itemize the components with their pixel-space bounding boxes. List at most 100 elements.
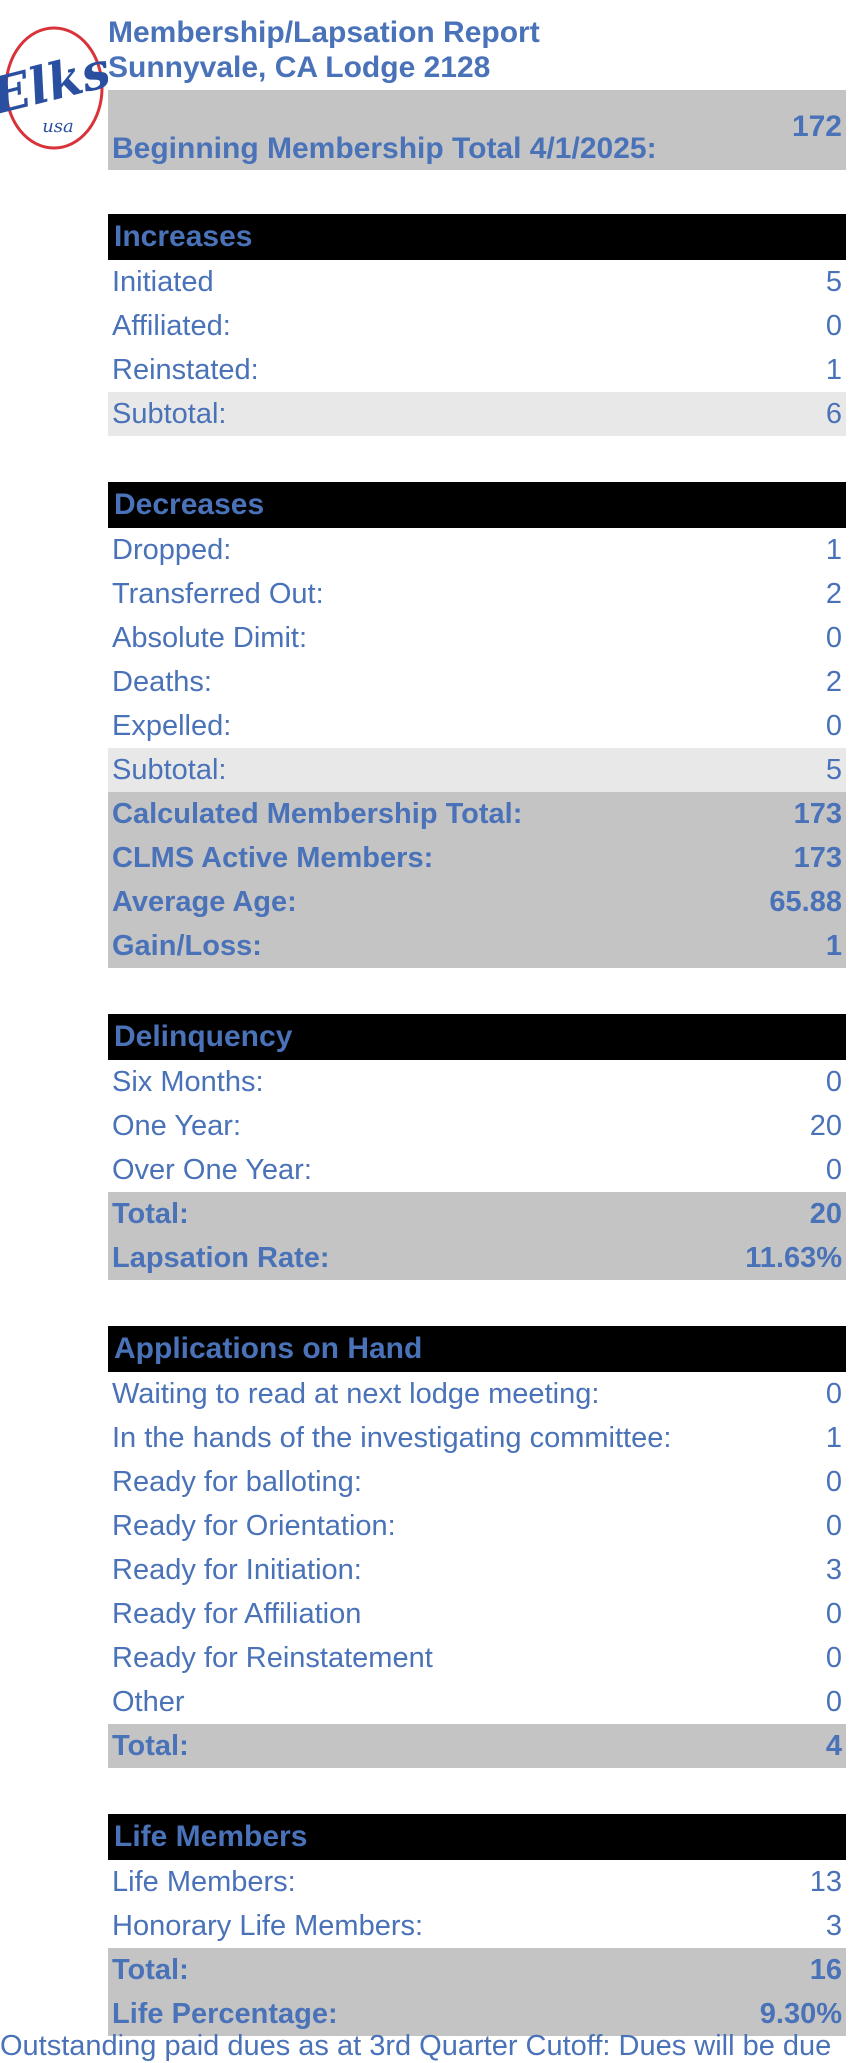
beginning-membership-box: Beginning Membership Total 4/1/2025: 172 <box>108 90 846 170</box>
row-label: Average Age: <box>112 886 297 918</box>
row-label: Other <box>112 1686 185 1718</box>
row-label: Over One Year: <box>112 1154 312 1186</box>
row-value: 0 <box>825 1686 842 1718</box>
row-value: 1 <box>825 534 842 566</box>
summary-row: Total: 20 <box>108 1192 846 1236</box>
table-row: Ready for Initiation: 3 <box>108 1548 846 1592</box>
row-label: Deaths: <box>112 666 212 698</box>
table-row: Dropped: 1 <box>108 528 846 572</box>
row-label: Six Months: <box>112 1066 264 1098</box>
row-value: 9.30% <box>759 1998 842 2030</box>
table-row: Ready for Reinstatement 0 <box>108 1636 846 1680</box>
row-value: 0 <box>825 310 842 342</box>
row-label: Absolute Dimit: <box>112 622 308 654</box>
row-label: Total: <box>112 1954 189 1986</box>
beginning-membership-label: Beginning Membership Total 4/1/2025: <box>112 132 657 165</box>
row-label: Life Members: <box>112 1866 296 1898</box>
row-label: Reinstated: <box>112 354 259 386</box>
row-value: 4 <box>825 1730 842 1762</box>
increases-header: Increases <box>108 214 846 260</box>
table-row: Six Months: 0 <box>108 1060 846 1104</box>
decreases-header: Decreases <box>108 482 846 528</box>
row-value: 20 <box>809 1110 842 1142</box>
row-value: 2 <box>825 666 842 698</box>
subtotal-row: Subtotal: 6 <box>108 392 846 436</box>
table-row: Affiliated: 0 <box>108 304 846 348</box>
row-label: Gain/Loss: <box>112 930 262 962</box>
row-label: Affiliated: <box>112 310 231 342</box>
row-value: 0 <box>825 622 842 654</box>
summary-row: CLMS Active Members: 173 <box>108 836 846 880</box>
row-label: Ready for Affiliation <box>112 1598 362 1630</box>
summary-row: Calculated Membership Total: 173 <box>108 792 846 836</box>
row-label: Expelled: <box>112 710 232 742</box>
table-row: Initiated 5 <box>108 260 846 304</box>
summary-row: Gain/Loss: 1 <box>108 924 846 968</box>
row-value: 16 <box>809 1954 842 1986</box>
row-value: 1 <box>825 930 842 962</box>
row-label: Ready for balloting: <box>112 1466 362 1498</box>
subtotal-row: Subtotal: 5 <box>108 748 846 792</box>
table-row: In the hands of the investigating commit… <box>108 1416 846 1460</box>
row-label: Ready for Initiation: <box>112 1554 362 1586</box>
row-label: Subtotal: <box>112 754 227 786</box>
row-label: Initiated <box>112 266 214 298</box>
row-label: Dropped: <box>112 534 232 566</box>
row-value: 6 <box>825 398 842 430</box>
table-row: Transferred Out: 2 <box>108 572 846 616</box>
summary-row: Life Percentage: 9.30% <box>108 1992 846 2036</box>
table-row: Expelled: 0 <box>108 704 846 748</box>
table-row: Waiting to read at next lodge meeting: 0 <box>108 1372 846 1416</box>
life-members-section: Life Members Life Members: 13 Honorary Li… <box>108 1814 846 2036</box>
row-label: Waiting to read at next lodge meeting: <box>112 1378 600 1410</box>
row-value: 1 <box>825 354 842 386</box>
summary-row: Lapsation Rate: 11.63% <box>108 1236 846 1280</box>
table-row: Ready for Affiliation 0 <box>108 1592 846 1636</box>
row-value: 0 <box>825 1466 842 1498</box>
row-value: 2 <box>825 578 842 610</box>
row-value: 173 <box>793 798 842 830</box>
logo-subtext: usa <box>42 116 74 137</box>
table-row: One Year: 20 <box>108 1104 846 1148</box>
row-value: 0 <box>825 1642 842 1674</box>
row-label: Ready for Orientation: <box>112 1510 396 1542</box>
row-label: Life Percentage: <box>112 1998 338 2030</box>
row-label: In the hands of the investigating commit… <box>112 1422 672 1454</box>
delinquency-section: Delinquency Six Months: 0 One Year: 20 Ove… <box>108 1014 846 1280</box>
row-label: Calculated Membership Total: <box>112 798 523 830</box>
table-row: Honorary Life Members: 3 <box>108 1904 846 1948</box>
row-label: One Year: <box>112 1110 241 1142</box>
table-row: Deaths: 2 <box>108 660 846 704</box>
row-label: Total: <box>112 1198 189 1230</box>
summary-row: Total: 4 <box>108 1724 846 1768</box>
delinquency-header: Delinquency <box>108 1014 846 1060</box>
footer-note: Outstanding paid dues as at 3rd Quarter … <box>0 2030 832 2062</box>
elks-logo: Elks usa <box>0 26 108 150</box>
row-value: 0 <box>825 1154 842 1186</box>
row-label: Total: <box>112 1730 189 1762</box>
row-value: 1 <box>825 1422 842 1454</box>
applications-section: Applications on Hand Waiting to read at … <box>108 1326 846 1768</box>
table-row: Absolute Dimit: 0 <box>108 616 846 660</box>
row-value: 173 <box>793 842 842 874</box>
row-label: Honorary Life Members: <box>112 1910 424 1942</box>
row-label: Lapsation Rate: <box>112 1242 330 1274</box>
summary-row: Total: 16 <box>108 1948 846 1992</box>
row-value: 65.88 <box>769 886 842 918</box>
table-row: Other 0 <box>108 1680 846 1724</box>
row-label: Ready for Reinstatement <box>112 1642 433 1674</box>
lodge-name: Sunnyvale, CA Lodge 2128 <box>108 51 491 84</box>
table-row: Over One Year: 0 <box>108 1148 846 1192</box>
row-label: Subtotal: <box>112 398 227 430</box>
row-value: 0 <box>825 1378 842 1410</box>
table-row: Life Members: 13 <box>108 1860 846 1904</box>
row-value: 0 <box>825 1598 842 1630</box>
row-label: Transferred Out: <box>112 578 324 610</box>
increases-section: Increases Initiated 5 Affiliated: 0 Reinst… <box>108 214 846 436</box>
table-row: Ready for balloting: 0 <box>108 1460 846 1504</box>
row-value: 13 <box>809 1866 842 1898</box>
row-value: 5 <box>825 266 842 298</box>
row-label: CLMS Active Members: <box>112 842 434 874</box>
row-value: 0 <box>825 1066 842 1098</box>
row-value: 20 <box>809 1198 842 1230</box>
